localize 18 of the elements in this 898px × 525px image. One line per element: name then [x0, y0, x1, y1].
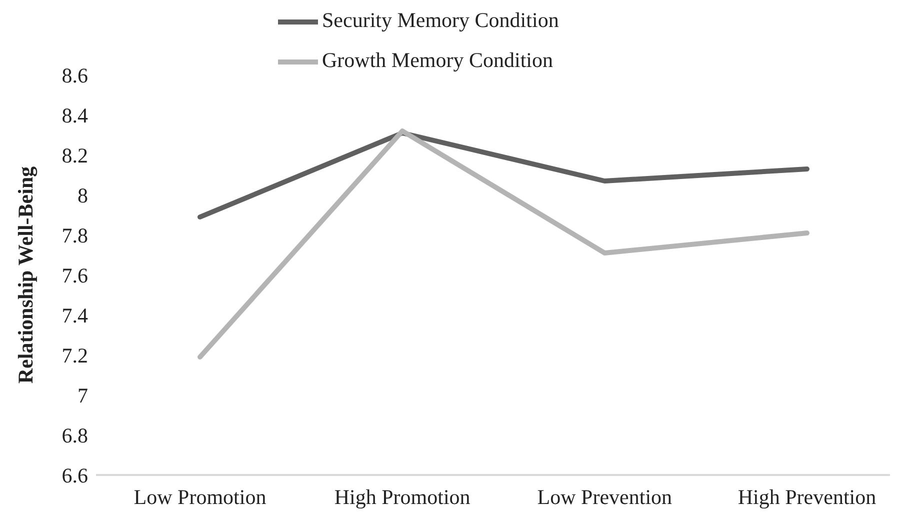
legend-label: Growth Memory Condition [322, 48, 553, 72]
y-tick-label: 8.2 [62, 143, 88, 168]
y-tick-label: 7.4 [62, 303, 88, 328]
y-tick-label: 8.6 [62, 63, 88, 88]
y-tick-label: 7.2 [62, 343, 88, 368]
y-tick-label: 7 [78, 383, 88, 408]
y-tick-label: 7.6 [62, 263, 88, 288]
x-tick-label: Low Prevention [537, 484, 673, 509]
y-tick-label: 7.8 [62, 223, 88, 248]
y-tick-label: 6.8 [62, 423, 88, 448]
y-tick-label: 6.6 [62, 463, 88, 488]
y-axis-title: Relationship Well-Being [13, 166, 38, 384]
y-tick-label: 8.4 [62, 103, 88, 128]
x-tick-label: High Prevention [738, 484, 877, 509]
legend-label: Security Memory Condition [322, 8, 559, 32]
x-tick-label: Low Promotion [134, 484, 267, 509]
x-tick-label: High Promotion [334, 484, 471, 509]
y-tick-label: 8 [78, 183, 88, 208]
